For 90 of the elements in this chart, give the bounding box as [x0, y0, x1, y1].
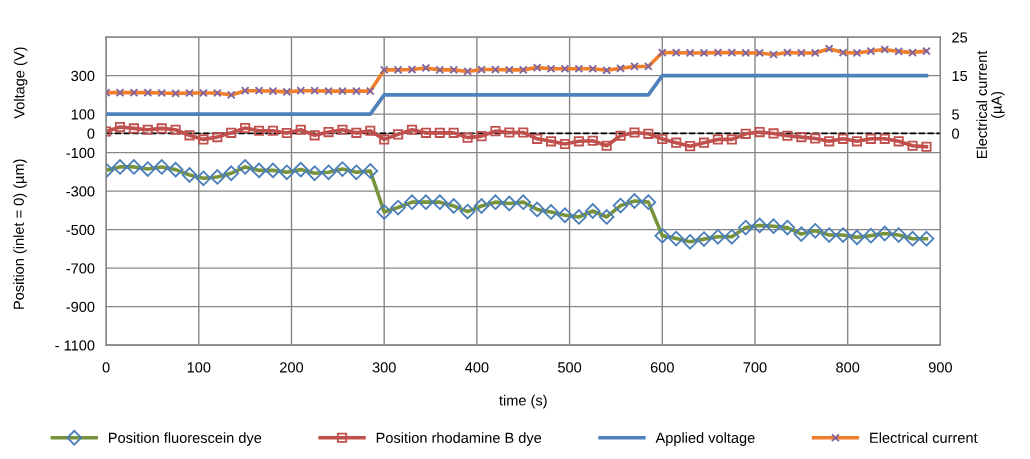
point	[406, 124, 418, 135]
y2-axis-title: Electrical current (µA)	[976, 50, 1005, 159]
point	[712, 134, 723, 145]
point	[865, 133, 876, 144]
x-tick-label: 200	[280, 362, 304, 373]
point	[448, 127, 459, 138]
point	[698, 137, 710, 148]
point	[212, 132, 223, 143]
y-tick-label: -500	[66, 224, 95, 236]
y2-tick-label: 0	[952, 128, 960, 139]
point	[170, 124, 181, 135]
x-tick-label: 500	[558, 362, 582, 373]
x-tick-label: 800	[836, 362, 860, 373]
point	[226, 127, 237, 138]
legend-label: Electrical current	[870, 432, 978, 443]
point	[281, 127, 292, 139]
point	[629, 127, 640, 138]
point	[768, 128, 779, 139]
point	[323, 127, 334, 138]
point	[142, 124, 153, 135]
point	[295, 124, 306, 135]
point	[754, 127, 765, 138]
point	[545, 136, 557, 147]
point	[476, 131, 487, 142]
point	[253, 125, 265, 136]
point	[504, 127, 515, 138]
point	[726, 134, 737, 145]
point	[337, 124, 348, 135]
point	[379, 134, 390, 145]
point	[685, 141, 696, 152]
text: Voltage (V)	[13, 47, 28, 119]
point	[518, 127, 529, 138]
x-tick-label: 600	[650, 362, 674, 373]
y2-tick-label: 25	[952, 32, 968, 43]
point	[434, 127, 445, 138]
point	[740, 128, 751, 139]
y-tick-label: -700	[66, 263, 95, 274]
y-tick-label: 0	[87, 128, 95, 139]
point	[184, 130, 195, 141]
point	[309, 130, 320, 141]
point	[601, 140, 612, 151]
y-tick-label: 100	[71, 109, 95, 120]
x-tick-label: 700	[743, 362, 767, 373]
legend-label: Applied voltage	[655, 432, 755, 446]
point	[393, 129, 404, 140]
x-tick-label: 900	[928, 362, 952, 373]
point	[782, 130, 793, 141]
point	[824, 136, 835, 147]
point	[532, 133, 543, 144]
y-tick-label: -300	[66, 186, 95, 197]
y2-tick-label: 5	[952, 109, 959, 120]
point	[796, 132, 807, 143]
y-tick-label: 300	[71, 70, 95, 82]
y-tick-label: - 1100	[55, 340, 95, 351]
point	[128, 123, 139, 134]
x-tick-label: 0	[102, 362, 110, 373]
point	[907, 140, 918, 151]
point	[615, 130, 626, 141]
point	[879, 133, 890, 144]
point	[810, 133, 821, 144]
point	[490, 126, 501, 137]
legend-label: Position rhodamine B dye	[376, 432, 542, 446]
point	[671, 137, 682, 148]
y2-tick-label: 15	[952, 70, 968, 82]
y-tick-label: -100	[66, 147, 95, 159]
point	[893, 136, 904, 147]
y-tick-label: -900	[66, 301, 95, 313]
x-tick-label: 400	[465, 362, 489, 373]
x-axis-title: time (s)	[499, 394, 547, 409]
point	[198, 134, 209, 145]
point	[657, 133, 668, 145]
point	[573, 136, 584, 147]
point	[156, 123, 167, 134]
point	[851, 136, 863, 147]
y-axis-title: Position (inlet = 0) (µm)	[13, 159, 27, 309]
legend-label: Position fluorescein dye	[109, 432, 262, 446]
point	[267, 125, 279, 136]
point	[420, 127, 431, 138]
point	[837, 133, 849, 144]
point	[365, 125, 376, 136]
point	[240, 122, 251, 134]
point	[114, 122, 126, 133]
point	[559, 138, 571, 150]
point	[351, 127, 362, 138]
x-tick-label: 300	[372, 362, 396, 373]
point	[921, 141, 932, 152]
point	[643, 128, 654, 139]
point	[462, 132, 473, 143]
x-tick-label: 100	[187, 362, 211, 373]
point	[587, 135, 598, 146]
